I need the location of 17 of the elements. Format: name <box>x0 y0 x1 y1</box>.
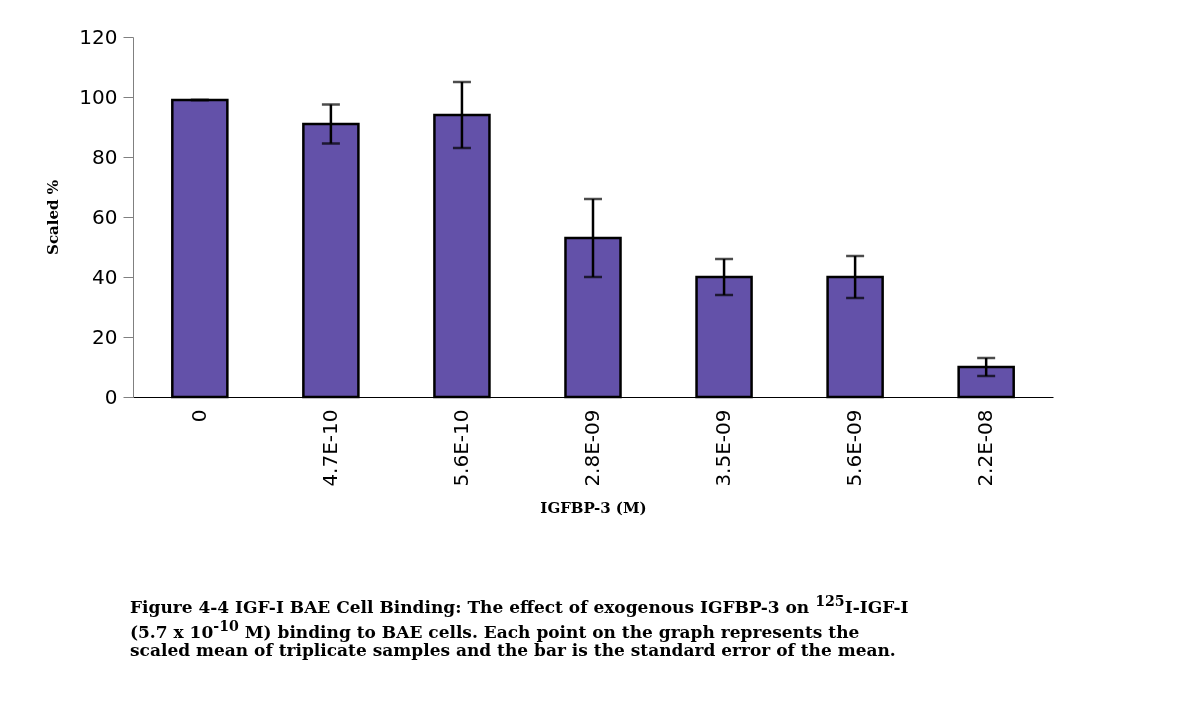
y-tick-label: 120 <box>79 24 118 49</box>
x-tick-label: 2.2E-08 <box>973 409 998 487</box>
text: Figure 4-4 IGF-I BAE Cell Binding: The effect of exogenous IGFBP-3 on $^{125}$I-IGF-I (5.7 x 10$^{-10}$ M) binding to BAE cells. Each point on the graph represents the scaled mean of triplicate samples and the bar is the standard error of the mean. <box>130 593 909 661</box>
y-tick-label: 60 <box>92 204 118 229</box>
y-tick-label: 0 <box>104 384 118 409</box>
x-tick-label: 2.8E-09 <box>580 409 604 487</box>
y-tick-label: 100 <box>79 84 118 109</box>
x-tick-label: 4.7E-10 <box>317 409 342 487</box>
y-tick-label: 20 <box>92 324 118 349</box>
x-tick-label: 5.6E-09 <box>842 409 867 487</box>
x-tick-label: 5.6E-10 <box>448 409 473 487</box>
y-axis-title: Scaled % <box>44 180 63 255</box>
y-tick-label: 40 <box>92 264 118 289</box>
y-tick-label: 80 <box>92 144 118 169</box>
x-tick-label: 0 <box>186 409 211 423</box>
x-axis-title: IGFBP-3 (M) <box>540 498 647 517</box>
x-tick-label: 3.5E-09 <box>711 409 736 487</box>
